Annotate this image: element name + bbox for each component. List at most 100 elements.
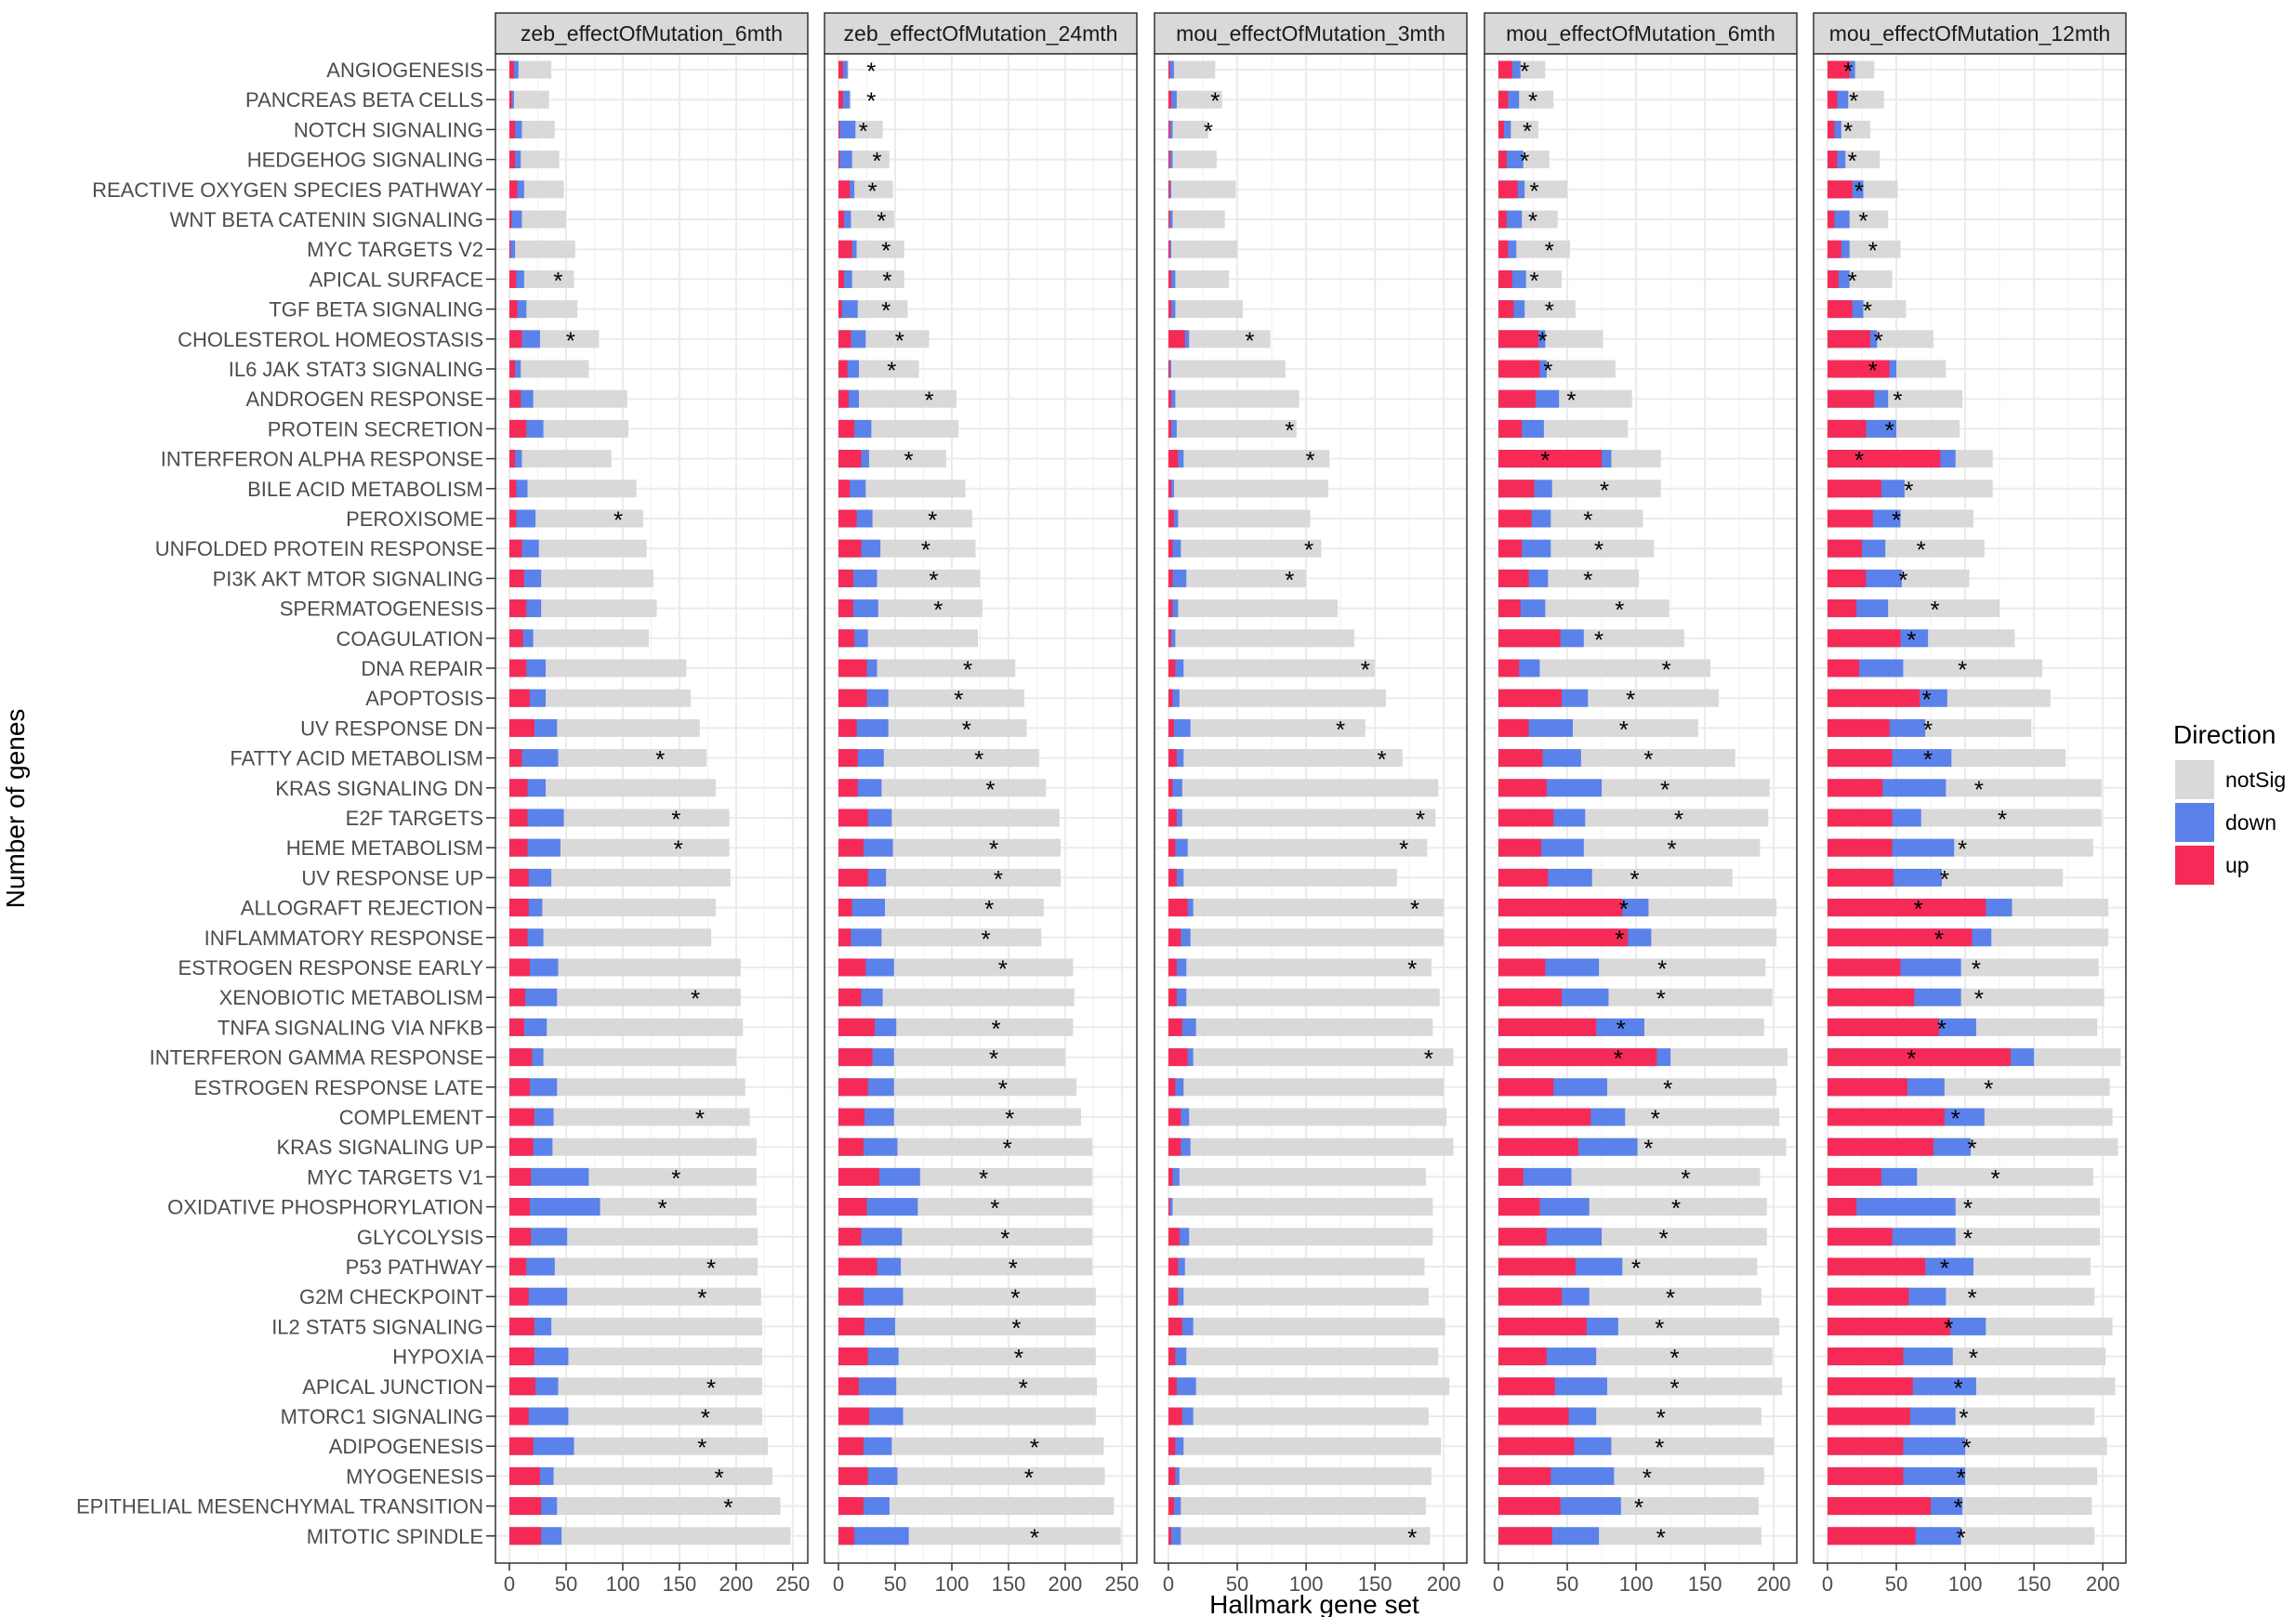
bar-up xyxy=(1828,808,1893,827)
significance-star: * xyxy=(1630,865,1640,893)
bar-up xyxy=(1498,419,1523,438)
significance-star: * xyxy=(1662,656,1671,684)
bar-up xyxy=(509,808,528,827)
bar-up xyxy=(1498,868,1549,887)
bar-down xyxy=(838,151,852,169)
bar-up xyxy=(1828,899,1986,917)
bar-notsig xyxy=(509,629,650,648)
significance-star: * xyxy=(1407,955,1417,983)
bar-up xyxy=(1498,360,1540,378)
significance-star: * xyxy=(1245,326,1254,354)
bar-notsig xyxy=(1168,689,1386,707)
significance-star: * xyxy=(1594,536,1603,564)
bar-notsig xyxy=(838,868,1062,887)
bar-up xyxy=(1168,180,1170,199)
bar-down xyxy=(1168,210,1173,229)
bar-notsig xyxy=(838,629,979,648)
y-tick-label: MYC TARGETS V2 xyxy=(307,238,483,261)
bar-up xyxy=(1828,509,1873,528)
bar-up xyxy=(1168,928,1181,947)
bar-up xyxy=(1828,1228,1893,1246)
significance-star: * xyxy=(1944,1314,1953,1342)
significance-star: * xyxy=(1858,207,1867,235)
bar-up xyxy=(1498,629,1561,648)
bar-up xyxy=(838,689,867,707)
bar-up xyxy=(509,1228,532,1246)
x-tick-label: 100 xyxy=(606,1572,640,1596)
bar-notsig xyxy=(509,450,612,468)
bar-up xyxy=(1168,1198,1170,1216)
bar-notsig xyxy=(509,1018,744,1036)
bar-up xyxy=(1168,779,1173,797)
bar-up xyxy=(1168,689,1173,707)
bar-up xyxy=(1498,1466,1551,1485)
y-tick-label: IL6 JAK STAT3 SIGNALING xyxy=(229,358,483,381)
bar-up xyxy=(1498,270,1512,288)
significance-star: * xyxy=(1010,1284,1020,1312)
significance-star: * xyxy=(1967,1284,1976,1312)
bar-up xyxy=(1498,1287,1563,1306)
gene-set-labels: ANGIOGENESIS PANCREAS BETA CELLS NOTCH SIG… xyxy=(76,59,495,1548)
significance-star: * xyxy=(1285,566,1294,594)
bar-up xyxy=(509,928,528,947)
significance-star: * xyxy=(1655,1314,1664,1342)
significance-star: * xyxy=(1668,835,1677,863)
significance-star: * xyxy=(1626,686,1635,714)
significance-star: * xyxy=(1594,625,1603,653)
bar-up xyxy=(509,1167,532,1186)
y-tick-label: G2M CHECKPOINT xyxy=(299,1285,483,1308)
bar-up xyxy=(838,1287,864,1306)
bar-up xyxy=(1168,1167,1173,1186)
bar-up xyxy=(1828,60,1850,79)
panel-border xyxy=(824,53,1138,1564)
significance-star: * xyxy=(1843,58,1853,85)
bar-notsig xyxy=(509,838,730,857)
significance-star: * xyxy=(1655,1434,1664,1462)
significance-star: * xyxy=(1024,1464,1034,1492)
bar-up xyxy=(509,1437,534,1455)
significance-star: * xyxy=(1963,1224,1973,1252)
bar-down xyxy=(1168,120,1173,138)
bar-up xyxy=(838,1167,879,1186)
bar-notsig xyxy=(1168,1228,1433,1246)
bar-up xyxy=(1168,509,1174,528)
bar-notsig xyxy=(1168,1407,1429,1426)
significance-star: * xyxy=(1663,1074,1672,1102)
bar-up xyxy=(509,1348,534,1366)
significance-star: * xyxy=(1030,1523,1039,1551)
bar-up xyxy=(1828,210,1835,229)
bar-up xyxy=(1828,1137,1934,1156)
significance-star: * xyxy=(929,566,938,594)
y-tick-label: COMPLEMENT xyxy=(339,1106,483,1129)
significance-star: * xyxy=(1540,446,1550,474)
y-tick-label: ANDROGEN RESPONSE xyxy=(246,388,484,411)
significance-star: * xyxy=(1914,895,1923,923)
bar-up xyxy=(1498,928,1629,947)
significance-star: * xyxy=(614,506,623,534)
bar-up xyxy=(1498,509,1532,528)
significance-star: * xyxy=(991,1015,1000,1043)
significance-star: * xyxy=(1885,416,1894,444)
facet-strip-title: mou_effectOfMutation_12mth xyxy=(1829,21,2111,46)
significance-star: * xyxy=(1998,806,2007,834)
bar-up xyxy=(509,838,528,857)
bar-down xyxy=(1168,1167,1180,1186)
x-tick-label: 50 xyxy=(884,1572,906,1596)
significance-star: * xyxy=(928,506,937,534)
significance-star: * xyxy=(954,686,963,714)
significance-star: * xyxy=(989,1045,998,1072)
bar-notsig xyxy=(1168,539,1322,558)
bar-notsig xyxy=(509,899,716,917)
bar-notsig xyxy=(509,1048,736,1067)
bar-up xyxy=(1168,270,1171,288)
bar-up xyxy=(1168,599,1173,618)
bar-down xyxy=(1168,569,1187,587)
significance-star: * xyxy=(1972,955,1981,983)
significance-star: * xyxy=(1893,387,1902,414)
bar-notsig xyxy=(509,928,712,947)
significance-star: * xyxy=(925,387,934,414)
bar-up xyxy=(1168,151,1170,169)
significance-star: * xyxy=(989,835,998,863)
significance-star: * xyxy=(671,1164,680,1192)
significance-star: * xyxy=(1634,1493,1643,1521)
